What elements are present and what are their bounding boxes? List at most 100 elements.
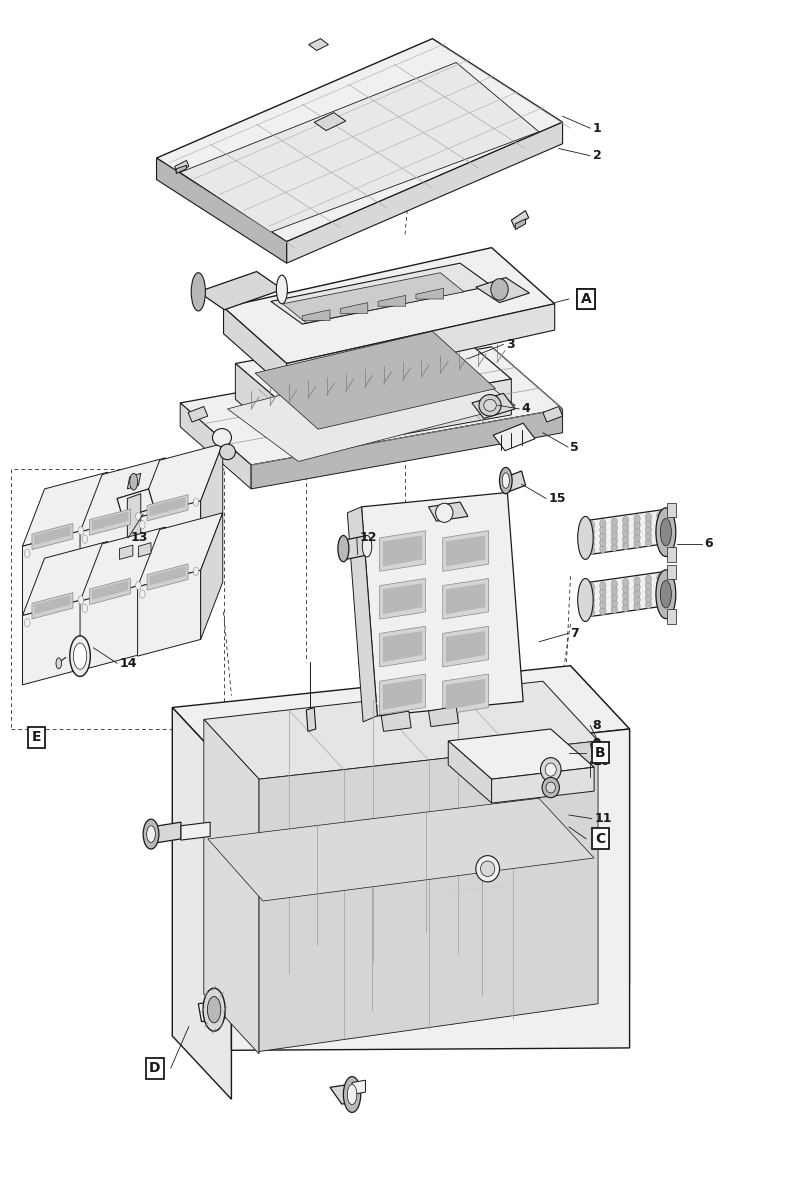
Polygon shape	[343, 535, 369, 559]
Ellipse shape	[136, 582, 141, 590]
Ellipse shape	[656, 570, 676, 619]
Polygon shape	[172, 708, 231, 1099]
Polygon shape	[92, 581, 128, 600]
Ellipse shape	[657, 580, 663, 588]
Polygon shape	[231, 730, 630, 1050]
Ellipse shape	[136, 512, 141, 521]
Ellipse shape	[622, 584, 629, 593]
Polygon shape	[90, 509, 130, 535]
Polygon shape	[176, 166, 187, 174]
Ellipse shape	[622, 516, 629, 524]
Polygon shape	[667, 503, 676, 517]
Ellipse shape	[599, 607, 606, 616]
Polygon shape	[22, 541, 108, 616]
Polygon shape	[127, 473, 141, 488]
Polygon shape	[449, 740, 491, 803]
Ellipse shape	[343, 1076, 360, 1112]
Ellipse shape	[634, 521, 640, 529]
Polygon shape	[314, 113, 345, 131]
Ellipse shape	[611, 587, 618, 595]
Ellipse shape	[622, 522, 629, 530]
Polygon shape	[224, 307, 287, 390]
Ellipse shape	[436, 503, 453, 522]
Polygon shape	[667, 565, 676, 580]
Polygon shape	[429, 707, 458, 727]
Polygon shape	[208, 798, 594, 901]
Polygon shape	[80, 527, 165, 601]
Ellipse shape	[588, 583, 595, 592]
Polygon shape	[506, 472, 526, 491]
Polygon shape	[446, 679, 485, 710]
Text: 1: 1	[592, 121, 601, 134]
Ellipse shape	[491, 278, 508, 300]
Polygon shape	[283, 272, 464, 323]
Ellipse shape	[588, 608, 595, 617]
Text: 4: 4	[522, 402, 530, 415]
Polygon shape	[443, 578, 488, 619]
Text: B: B	[596, 746, 606, 760]
Ellipse shape	[143, 820, 159, 850]
Ellipse shape	[213, 428, 231, 446]
Ellipse shape	[622, 598, 629, 606]
Ellipse shape	[480, 860, 495, 876]
Ellipse shape	[634, 540, 640, 548]
Ellipse shape	[657, 593, 663, 601]
Polygon shape	[341, 302, 368, 313]
Ellipse shape	[634, 515, 640, 523]
Ellipse shape	[588, 528, 595, 535]
Polygon shape	[381, 712, 411, 731]
Ellipse shape	[25, 550, 30, 558]
Ellipse shape	[588, 534, 595, 542]
Polygon shape	[156, 38, 563, 241]
Ellipse shape	[611, 605, 618, 613]
Polygon shape	[472, 394, 515, 419]
Polygon shape	[156, 158, 287, 263]
Text: 8: 8	[592, 719, 601, 732]
Ellipse shape	[140, 521, 145, 529]
Polygon shape	[149, 566, 186, 586]
Polygon shape	[449, 730, 594, 779]
Ellipse shape	[646, 520, 652, 528]
Ellipse shape	[657, 599, 663, 607]
Ellipse shape	[220, 444, 235, 460]
Ellipse shape	[657, 586, 663, 594]
Ellipse shape	[588, 546, 595, 554]
Polygon shape	[181, 822, 210, 840]
Ellipse shape	[499, 468, 512, 493]
Ellipse shape	[479, 395, 501, 416]
Ellipse shape	[78, 596, 83, 604]
Text: 15: 15	[549, 492, 566, 505]
Text: 14: 14	[119, 656, 137, 670]
Text: 5: 5	[570, 440, 579, 454]
Polygon shape	[22, 599, 86, 685]
Text: 2: 2	[592, 149, 601, 162]
Polygon shape	[383, 679, 422, 710]
Text: D: D	[149, 1061, 160, 1075]
Ellipse shape	[657, 530, 663, 539]
Ellipse shape	[657, 524, 663, 533]
Polygon shape	[137, 512, 223, 587]
Ellipse shape	[70, 636, 91, 677]
Polygon shape	[235, 364, 299, 454]
Ellipse shape	[599, 520, 606, 528]
Ellipse shape	[622, 604, 629, 612]
Polygon shape	[228, 353, 515, 462]
Ellipse shape	[338, 535, 349, 562]
Ellipse shape	[129, 473, 137, 490]
Polygon shape	[347, 506, 377, 722]
Polygon shape	[352, 1080, 365, 1094]
Polygon shape	[34, 526, 71, 545]
Polygon shape	[378, 295, 406, 306]
Ellipse shape	[588, 540, 595, 548]
Polygon shape	[86, 472, 108, 599]
Ellipse shape	[634, 595, 640, 604]
Ellipse shape	[646, 594, 652, 602]
Polygon shape	[235, 325, 511, 418]
Polygon shape	[32, 523, 73, 550]
Ellipse shape	[203, 988, 225, 1031]
Polygon shape	[416, 288, 444, 299]
Polygon shape	[127, 493, 141, 547]
Ellipse shape	[646, 512, 652, 521]
Polygon shape	[515, 218, 526, 229]
Ellipse shape	[611, 524, 618, 533]
